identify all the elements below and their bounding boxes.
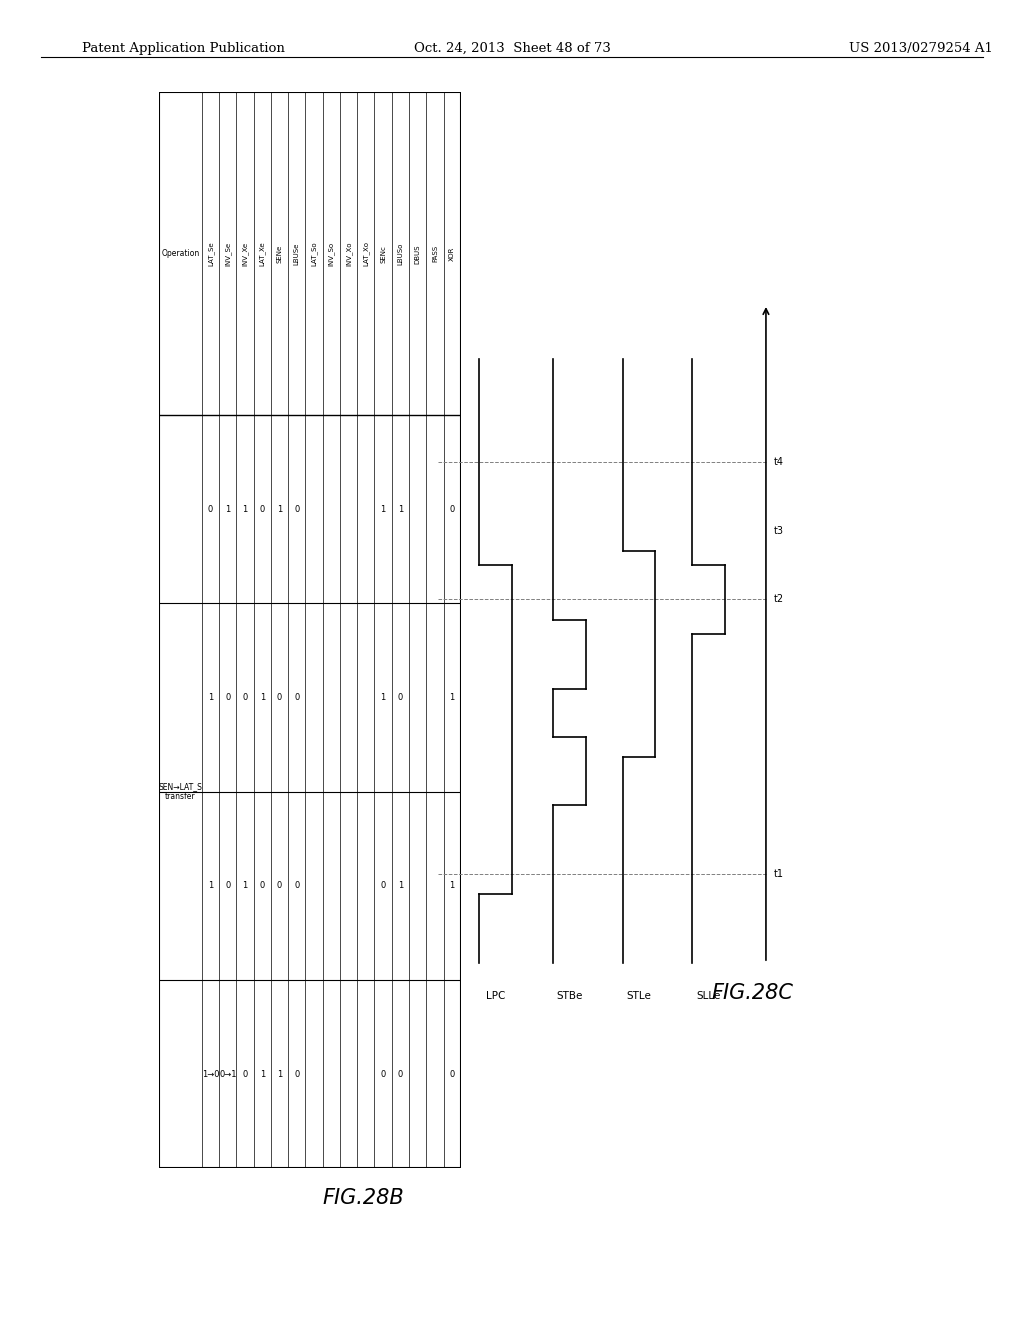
Text: 0: 0 xyxy=(225,693,230,702)
Text: 1: 1 xyxy=(397,504,403,513)
Text: 1: 1 xyxy=(243,882,248,890)
Text: 0: 0 xyxy=(381,1069,386,1078)
Text: 0: 0 xyxy=(243,693,248,702)
Text: FIG.28B: FIG.28B xyxy=(323,1188,404,1208)
Text: 0: 0 xyxy=(276,882,283,890)
Text: t1: t1 xyxy=(774,869,784,879)
Text: INV_Xo: INV_Xo xyxy=(345,242,352,267)
Text: 0→1: 0→1 xyxy=(219,1069,237,1078)
Text: 0: 0 xyxy=(260,882,265,890)
Text: 1: 1 xyxy=(276,1069,283,1078)
Text: t3: t3 xyxy=(774,525,784,536)
Text: 0: 0 xyxy=(294,504,299,513)
Text: STBe: STBe xyxy=(556,990,583,1001)
Text: 1: 1 xyxy=(208,693,213,702)
Text: t2: t2 xyxy=(774,594,784,605)
Text: 1→0: 1→0 xyxy=(202,1069,219,1078)
Text: Oct. 24, 2013  Sheet 48 of 73: Oct. 24, 2013 Sheet 48 of 73 xyxy=(414,42,610,55)
Text: LAT_Se: LAT_Se xyxy=(207,242,214,267)
Text: t4: t4 xyxy=(774,457,784,467)
Text: 0: 0 xyxy=(450,504,455,513)
Text: INV_So: INV_So xyxy=(328,242,335,265)
Text: 1: 1 xyxy=(450,693,455,702)
Text: LAT_Xe: LAT_Xe xyxy=(259,242,265,267)
Text: 0: 0 xyxy=(225,882,230,890)
Text: SENe: SENe xyxy=(276,244,283,263)
Text: SEN→LAT_S
transfer: SEN→LAT_S transfer xyxy=(159,781,202,801)
Text: 0: 0 xyxy=(276,693,283,702)
Text: 1: 1 xyxy=(397,882,403,890)
Text: 1: 1 xyxy=(450,882,455,890)
Text: 1: 1 xyxy=(260,1069,265,1078)
Text: XOR: XOR xyxy=(450,247,456,261)
Text: 0: 0 xyxy=(450,1069,455,1078)
Text: 1: 1 xyxy=(381,693,386,702)
Text: DBUS: DBUS xyxy=(415,244,421,264)
Text: 0: 0 xyxy=(294,693,299,702)
Text: 0: 0 xyxy=(208,504,213,513)
Text: 1: 1 xyxy=(225,504,230,513)
Text: LPC: LPC xyxy=(486,990,505,1001)
Text: 0: 0 xyxy=(381,882,386,890)
Text: 0: 0 xyxy=(397,1069,403,1078)
Text: 0: 0 xyxy=(260,504,265,513)
Text: 1: 1 xyxy=(381,504,386,513)
Text: SLLe: SLLe xyxy=(696,990,721,1001)
Text: 1: 1 xyxy=(276,504,283,513)
Text: LBUSo: LBUSo xyxy=(397,243,403,265)
Text: 0: 0 xyxy=(294,1069,299,1078)
Text: INV_Xe: INV_Xe xyxy=(242,242,249,265)
Text: 1: 1 xyxy=(243,504,248,513)
Text: US 2013/0279254 A1: US 2013/0279254 A1 xyxy=(849,42,993,55)
Text: 0: 0 xyxy=(243,1069,248,1078)
Text: Operation: Operation xyxy=(161,249,200,259)
Text: FIG.28C: FIG.28C xyxy=(712,983,794,1003)
Text: 0: 0 xyxy=(294,882,299,890)
Text: Patent Application Publication: Patent Application Publication xyxy=(82,42,285,55)
Text: LAT_Xo: LAT_Xo xyxy=(362,242,370,267)
Text: INV_Se: INV_Se xyxy=(224,242,231,265)
Text: 0: 0 xyxy=(397,693,403,702)
Text: 1: 1 xyxy=(260,693,265,702)
Text: LAT_So: LAT_So xyxy=(310,242,317,267)
Text: LBUSe: LBUSe xyxy=(294,243,300,265)
Text: STLe: STLe xyxy=(627,990,651,1001)
Text: 1: 1 xyxy=(208,882,213,890)
Text: PASS: PASS xyxy=(432,246,438,263)
Text: SENc: SENc xyxy=(380,244,386,263)
